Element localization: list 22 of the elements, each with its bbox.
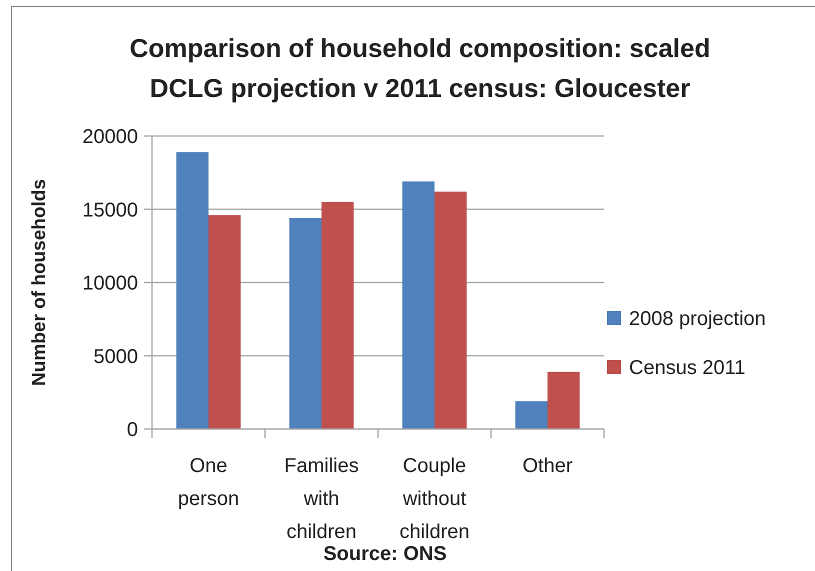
bar <box>515 401 548 429</box>
x-tick-label: Couple without children <box>399 455 470 543</box>
source-note: Source: ONS <box>323 543 447 565</box>
bar <box>289 218 322 429</box>
bar <box>176 152 208 429</box>
y-tick-label: 10000 <box>82 272 138 294</box>
legend-label: Census 2011 <box>629 357 746 379</box>
x-tick-label: Other <box>522 455 573 477</box>
x-tick-label: Families with children <box>284 455 359 543</box>
bar <box>434 192 467 429</box>
bar <box>208 215 241 429</box>
bar <box>548 372 580 429</box>
y-tick-label: 20000 <box>82 126 138 148</box>
bar <box>402 181 434 429</box>
y-axis-title: Number of households <box>29 179 50 386</box>
x-tick-label: One person <box>178 455 240 510</box>
chart-title: Comparison of household composition: scaled DCLG projection v 2011 census: Gloucester <box>130 33 710 103</box>
y-tick-label: 15000 <box>82 199 138 222</box>
y-tick-label: 5000 <box>94 346 138 368</box>
bar <box>322 202 354 429</box>
legend-label: 2008 projection <box>629 308 766 330</box>
y-tick-label: 0 <box>126 419 138 441</box>
